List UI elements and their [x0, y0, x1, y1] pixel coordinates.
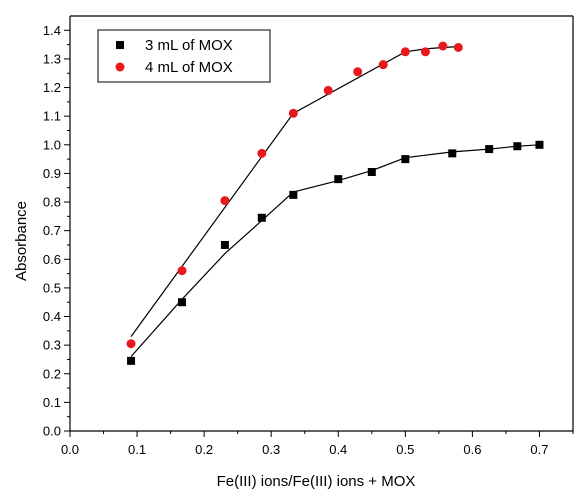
legend-marker-circle: [115, 62, 125, 72]
y-axis-title: Absorbance: [13, 201, 30, 281]
data-point-square: [178, 298, 187, 307]
data-point-circle: [453, 42, 463, 52]
data-point-circle: [400, 47, 410, 57]
x-tick-label: 0.2: [195, 442, 213, 457]
fit-line: [130, 144, 540, 357]
legend-label: 3 mL of MOX: [145, 37, 233, 54]
data-point-circle: [257, 148, 267, 158]
y-tick-label: 1.4: [43, 23, 61, 38]
y-tick-label: 0.5: [43, 280, 61, 295]
y-tick-label: 0.2: [43, 366, 61, 381]
data-point-square: [289, 190, 298, 199]
data-point-circle: [288, 108, 298, 118]
data-marks: [126, 41, 544, 365]
y-tick-label: 0.7: [43, 223, 61, 238]
data-point-square: [334, 175, 343, 184]
x-tick-label: 0.5: [396, 442, 414, 457]
legend-label: 4 mL of MOX: [145, 59, 233, 76]
y-tick-label: 0.9: [43, 166, 61, 181]
data-point-square: [127, 356, 136, 365]
x-tick-label: 0.6: [463, 442, 481, 457]
x-axis-title: Fe(III) ions/Fe(III) ions + MOX: [217, 473, 416, 490]
data-point-square: [535, 140, 544, 149]
data-point-circle: [220, 196, 230, 206]
y-tick-label: 0.4: [43, 309, 61, 324]
y-tick-label: 1.3: [43, 51, 61, 66]
data-point-square: [220, 240, 229, 249]
data-point-square: [367, 167, 376, 176]
axes: 0.0 0.1 0.2 0.3 0.4 0.5 0.6 0.7 0.0 0.1 0.2 0.3 0.4 0…: [43, 15, 574, 457]
data-point-circle: [323, 85, 333, 95]
y-tick-label: 1.0: [43, 137, 61, 152]
y-tick-label: 1.2: [43, 80, 61, 95]
legend-box: [97, 29, 271, 83]
legend-marker-square: [116, 41, 124, 49]
legend: 3 mL of MOX 4 mL of MOX: [97, 29, 271, 83]
y-tick-label: 0.3: [43, 338, 61, 353]
data-point-square: [448, 149, 457, 158]
y-tick-label: 1.1: [43, 109, 61, 124]
data-point-circle: [378, 60, 388, 70]
fit-lines: [130, 46, 540, 357]
data-point-circle: [353, 67, 363, 77]
data-point-circle: [126, 339, 136, 349]
data-point-square: [401, 155, 410, 164]
data-point-square: [513, 142, 522, 151]
x-tick-label: 0.4: [329, 442, 347, 457]
y-tick-label: 0.8: [43, 195, 61, 210]
y-tick-label: 0.1: [43, 395, 61, 410]
y-tick-label: 0.6: [43, 252, 61, 267]
data-point-circle: [177, 266, 187, 276]
data-point-circle: [438, 41, 448, 51]
x-tick-label: 0.1: [128, 442, 146, 457]
x-tick-label: 0.7: [530, 442, 548, 457]
y-tick-label: 0.0: [43, 424, 61, 439]
data-point-circle: [420, 47, 430, 57]
x-tick-label: 0.3: [262, 442, 280, 457]
data-point-square: [257, 213, 266, 222]
data-point-square: [485, 145, 494, 154]
x-tick-label: 0.0: [61, 442, 79, 457]
